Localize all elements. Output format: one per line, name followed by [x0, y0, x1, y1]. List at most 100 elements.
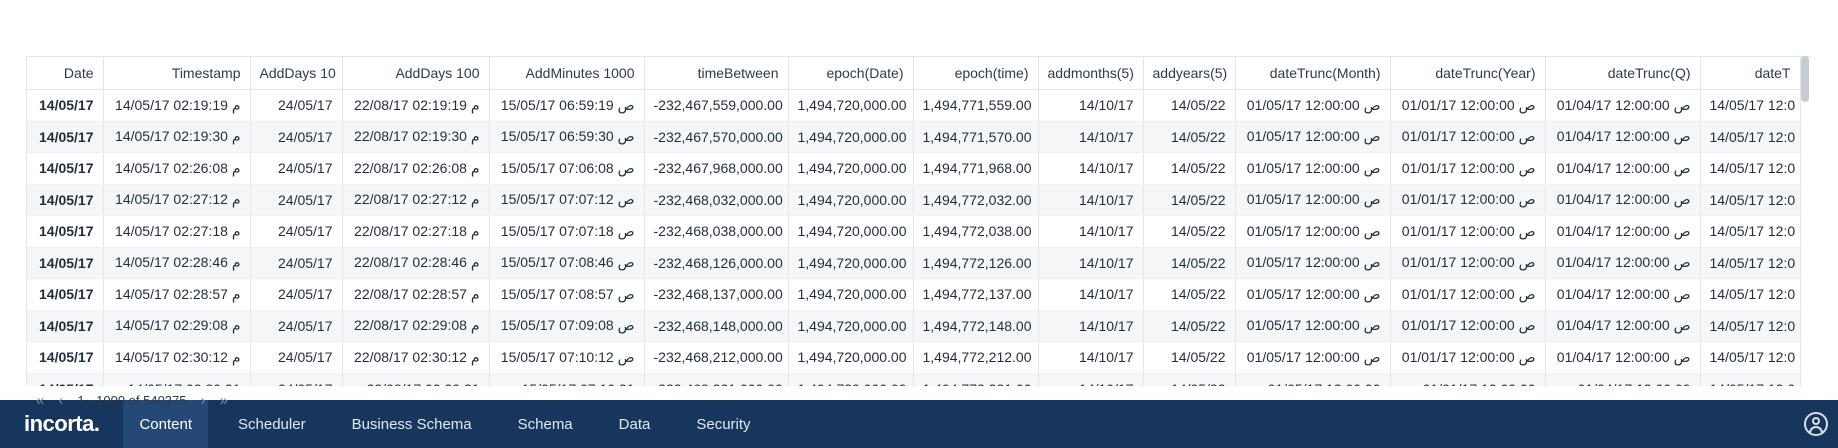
tab-business-schema[interactable]: Business Schema: [351, 415, 472, 433]
table-cell: 22/08/17 02:30:21: [342, 373, 490, 386]
column-header[interactable]: dateT: [1700, 57, 1801, 90]
table-cell: 01/04/17 12:00:00 ص: [1545, 310, 1701, 342]
table-cell: 1,494,772,126.00: [913, 247, 1039, 279]
tab-schema[interactable]: Schema: [517, 415, 573, 433]
table-cell: 14/10/17: [1038, 341, 1144, 374]
table-cell: 22/08/17 02:19:30 م: [342, 121, 490, 153]
table-cell: 22/08/17 02:26:08 م: [342, 152, 490, 185]
column-header[interactable]: dateTrunc(Month): [1235, 57, 1391, 90]
table-cell: 14/05/17: [27, 247, 104, 279]
table-cell: 15/05/17 06:59:30 ص: [489, 121, 645, 153]
table-cell: 15/05/17 07:07:18 ص: [489, 215, 645, 248]
table-cell: 14/10/17: [1038, 373, 1144, 386]
table-cell: 14/05/17 02:26:08 م: [103, 152, 251, 185]
tab-content[interactable]: Content: [123, 400, 209, 448]
table-cell: 14/05/17 02:28:57 م: [103, 278, 251, 311]
tab-data[interactable]: Data: [618, 415, 651, 433]
table-cell: 01/01/17 12:00:00 ص: [1390, 215, 1546, 248]
column-header[interactable]: AddMinutes 1000: [489, 57, 645, 90]
table-cell: 14/05/17 12:0: [1700, 215, 1801, 248]
table-cell: 1,494,720,000.00: [788, 184, 914, 216]
table-cell: 14/05/17 02:19:30 م: [103, 121, 251, 153]
table-cell: 22/08/17 02:27:18 م: [342, 215, 490, 248]
table-cell: 22/08/17 02:28:57 م: [342, 278, 490, 311]
table-cell: 1,494,720,000.00: [788, 310, 914, 342]
table-header-row: Date Timestamp AddDays 10 AddDays 100 AddMin…: [27, 57, 1801, 90]
table-cell: 14/05/17 02:27:12 م: [103, 184, 251, 216]
incorta-logo: incorta.: [24, 411, 100, 436]
table-cell: 14/05/22: [1143, 310, 1236, 342]
next-page-icon[interactable]: ›: [200, 391, 206, 409]
table-cell: 1,494,771,968.00: [913, 152, 1039, 185]
page-range-label: 1 - 1000 of 540375: [77, 392, 187, 408]
table-cell: -232,468,032,000.00: [644, 184, 789, 216]
table-cell: 1,494,772,148.00: [913, 310, 1039, 342]
tab-security[interactable]: Security: [696, 415, 751, 433]
table-cell: 14/10/17: [1038, 278, 1144, 311]
table-cell: 14/05/22: [1143, 152, 1236, 185]
table-cell: 14/05/17: [27, 278, 104, 311]
table-cell: 22/08/17 02:27:12 م: [342, 184, 490, 216]
table-cell: 14/05/22: [1143, 89, 1236, 122]
column-header[interactable]: Date: [27, 57, 104, 90]
table-cell: -232,468,038,000.00: [644, 215, 789, 248]
table-cell: 01/05/17 12:00:00 ص: [1235, 310, 1391, 342]
table-cell: 14/05/17 12:0: [1700, 184, 1801, 216]
table-cell: 1,494,720,000.00: [788, 89, 914, 122]
table-cell: 1,494,720,000.00: [788, 373, 914, 386]
table-cell: 01/04/17 12:00:00 ص: [1545, 278, 1701, 311]
table-cell: 15/05/17 07:09:08 ص: [489, 310, 645, 342]
table-cell: 14/10/17: [1038, 184, 1144, 216]
table-row: 14/05/17 14/05/17 02:19:19 م 24/05/17 22/08…: [27, 89, 1801, 122]
column-header[interactable]: timeBetween: [644, 57, 789, 90]
table-cell: 01/01/17 12:00:00 ص: [1390, 121, 1546, 153]
table-row: 14/05/17 14/05/17 02:29:08 م 24/05/17 22/08…: [27, 310, 1801, 342]
table-cell: 15/05/17 07:08:46 ص: [489, 247, 645, 279]
table-cell: 14/10/17: [1038, 152, 1144, 185]
table-cell: 14/05/17 02:19:19 م: [103, 89, 251, 122]
table-cell: -232,468,126,000.00: [644, 247, 789, 279]
user-circle-icon[interactable]: [1804, 412, 1828, 436]
table-cell: 15/05/17 07:08:57 ص: [489, 278, 645, 311]
table-cell: -232,468,148,000.00: [644, 310, 789, 342]
table-cell: 14/10/17: [1038, 310, 1144, 342]
column-header[interactable]: addmonths(5): [1038, 57, 1144, 90]
column-header[interactable]: Timestamp: [103, 57, 251, 90]
table-cell: 24/05/17: [250, 121, 343, 153]
table-cell: 14/05/17 02:29:08 م: [103, 310, 251, 342]
column-header[interactable]: AddDays 100: [342, 57, 490, 90]
table-cell: 01/05/17 12:00:00 ص: [1235, 215, 1391, 248]
table-cell: 1,494,771,559.00: [913, 89, 1039, 122]
table-cell: 01/05/17 12:00:00 ص: [1235, 121, 1391, 153]
last-page-icon[interactable]: »: [219, 391, 228, 409]
column-header[interactable]: epoch(Date): [788, 57, 914, 90]
table-cell: 14/05/17: [27, 215, 104, 248]
table-row: 14/05/17 14/05/17 02:27:18 م 24/05/17 22/08…: [27, 215, 1801, 248]
vertical-scrollbar[interactable]: [1801, 56, 1809, 102]
table-cell: 14/05/17 02:27:18 م: [103, 215, 251, 248]
table-row: 14/05/17 14/05/17 02:27:12 م 24/05/17 22/08…: [27, 184, 1801, 216]
table-row: 14/05/17 14/05/17 02:26:08 م 24/05/17 22/08…: [27, 152, 1801, 185]
table-cell: 22/08/17 02:28:46 م: [342, 247, 490, 279]
table-cell: 01/05/17 12:00:00 ص: [1235, 341, 1391, 374]
column-header[interactable]: epoch(time): [913, 57, 1039, 90]
table-row: 14/05/17 14/05/17 02:28:57 م 24/05/17 22/08…: [27, 278, 1801, 311]
column-header[interactable]: AddDays 10: [250, 57, 343, 90]
column-header[interactable]: dateTrunc(Year): [1390, 57, 1546, 90]
column-header[interactable]: addyears(5): [1143, 57, 1236, 90]
table-cell: 1,494,720,000.00: [788, 247, 914, 279]
table-cell: 15/05/17 07:06:08 ص: [489, 152, 645, 185]
data-grid: Date Timestamp AddDays 10 AddDays 100 AddMin…: [26, 56, 1811, 386]
table-cell: 24/05/17: [250, 215, 343, 248]
table-cell: 1,494,772,212.00: [913, 341, 1039, 374]
column-header[interactable]: dateTrunc(Q): [1545, 57, 1701, 90]
prev-page-icon[interactable]: ‹: [58, 391, 64, 409]
table-cell: 1,494,720,000.00: [788, 278, 914, 311]
table-cell: 14/05/17 12:0: [1700, 89, 1801, 122]
table-cell: 01/01/17 12:00:00 ص: [1390, 184, 1546, 216]
first-page-icon[interactable]: «: [36, 391, 45, 409]
table-cell: 01/01/17 12:00:00 ص: [1390, 152, 1546, 185]
table-cell: 01/01/17 12:00:00: [1390, 373, 1546, 386]
table-cell: 14/05/17 12:0: [1700, 278, 1801, 311]
tab-scheduler[interactable]: Scheduler: [238, 415, 306, 433]
